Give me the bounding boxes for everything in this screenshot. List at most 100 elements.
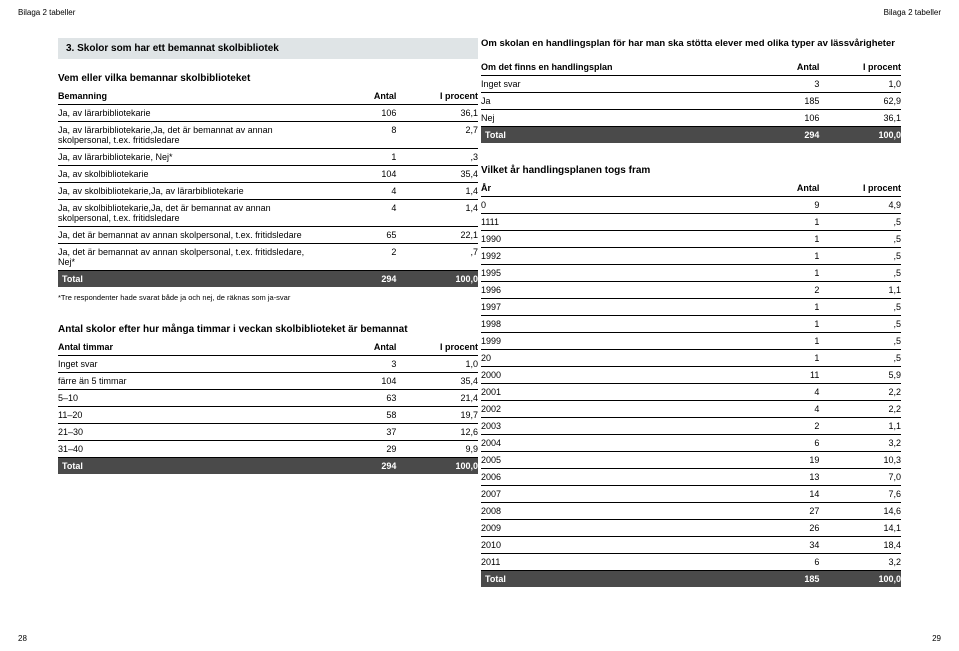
- table-row: 19951,5: [481, 265, 901, 282]
- th-procent: I procent: [402, 339, 478, 356]
- cell-label: färre än 5 timmar: [58, 373, 327, 390]
- table-row: Ja, av skolbibliotekarie,Ja, av lärarbib…: [58, 183, 478, 200]
- cell-label: 2001: [481, 384, 750, 401]
- table-row: 2006137,0: [481, 469, 901, 486]
- table-row: Ja, det är bemannat av annan skolpersona…: [58, 244, 478, 271]
- cell-antal: 11: [750, 367, 826, 384]
- table-row: 20092614,1: [481, 520, 901, 537]
- cell-label: 2008: [481, 503, 750, 520]
- cell-label: 2007: [481, 486, 750, 503]
- cell-label: 1111: [481, 214, 750, 231]
- cell-total-label: Total: [481, 571, 750, 588]
- cell-procent: 1,4: [402, 183, 478, 200]
- cell-antal: 2: [750, 418, 826, 435]
- cell-label: 2004: [481, 435, 750, 452]
- th-antal: Antal: [327, 339, 403, 356]
- cell-label: 2005: [481, 452, 750, 469]
- cell-label: 5–10: [58, 390, 327, 407]
- cell-antal: 104: [327, 166, 403, 183]
- cell-procent: 18,4: [825, 537, 901, 554]
- cell-total-label: Total: [58, 271, 327, 288]
- table-row: 199621,1: [481, 282, 901, 299]
- cell-procent: 2,7: [402, 122, 478, 149]
- cell-procent: ,5: [825, 316, 901, 333]
- cell-procent: 1,1: [825, 418, 901, 435]
- table-row: Ja18562,9: [481, 93, 901, 110]
- cell-procent: 19,7: [402, 407, 478, 424]
- cell-antal: 1: [750, 214, 826, 231]
- cell-total-procent: 100,0: [402, 458, 478, 475]
- cell-label: 1995: [481, 265, 750, 282]
- table-row: Ja, av lärarbibliotekarie10636,1: [58, 105, 478, 122]
- cell-total-procent: 100,0: [825, 127, 901, 144]
- cell-label: Ja, av lärarbibliotekarie: [58, 105, 327, 122]
- cell-label: 1997: [481, 299, 750, 316]
- cell-label: 1998: [481, 316, 750, 333]
- table-row: 19971,5: [481, 299, 901, 316]
- cell-label: Nej: [481, 110, 750, 127]
- cell-procent: 7,0: [825, 469, 901, 486]
- th-procent: I procent: [825, 59, 901, 76]
- cell-procent: ,5: [825, 350, 901, 367]
- cell-procent: 14,6: [825, 503, 901, 520]
- table-row: Inget svar31,0: [481, 76, 901, 93]
- cell-antal: 185: [750, 93, 826, 110]
- table-row: 19921,5: [481, 248, 901, 265]
- cell-antal: 19: [750, 452, 826, 469]
- cell-antal: 1: [750, 231, 826, 248]
- table-row: 200242,2: [481, 401, 901, 418]
- cell-procent: 14,1: [825, 520, 901, 537]
- cell-antal: 34: [750, 537, 826, 554]
- cell-procent: 9,9: [402, 441, 478, 458]
- subhead-timmar: Antal skolor efter hur många timmar i ve…: [58, 324, 478, 335]
- cell-antal: 1: [327, 149, 403, 166]
- table-row: Ja, av lärarbibliotekarie, Nej*1,3: [58, 149, 478, 166]
- th-antal: Antal: [750, 180, 826, 197]
- cell-procent: 12,6: [402, 424, 478, 441]
- cell-total-antal: 294: [327, 271, 403, 288]
- cell-label: 31–40: [58, 441, 327, 458]
- cell-procent: 2,2: [825, 401, 901, 418]
- cell-antal: 106: [750, 110, 826, 127]
- right-page: Om skolan en handlingsplan för har man s…: [481, 38, 901, 587]
- cell-procent: ,5: [825, 231, 901, 248]
- table-row: 5–106321,4: [58, 390, 478, 407]
- table-row: 20051910,3: [481, 452, 901, 469]
- table-bemanning: Bemanning Antal I procent Ja, av lärarbi…: [58, 88, 478, 287]
- table-row: 2000115,9: [481, 367, 901, 384]
- cell-total-label: Total: [58, 458, 327, 475]
- cell-label: 11–20: [58, 407, 327, 424]
- th-label: Antal timmar: [58, 339, 327, 356]
- cell-procent: 2,2: [825, 384, 901, 401]
- cell-antal: 27: [750, 503, 826, 520]
- cell-procent: 35,4: [402, 373, 478, 390]
- cell-procent: ,5: [825, 299, 901, 316]
- cell-antal: 4: [327, 200, 403, 227]
- page-number-left: 28: [18, 634, 27, 643]
- total-row: Total294100,0: [58, 458, 478, 475]
- cell-antal: 26: [750, 520, 826, 537]
- cell-label: 1990: [481, 231, 750, 248]
- page-number-right: 29: [932, 634, 941, 643]
- table-row: 20082714,6: [481, 503, 901, 520]
- cell-label: 2009: [481, 520, 750, 537]
- cell-total-antal: 185: [750, 571, 826, 588]
- cell-procent: 36,1: [402, 105, 478, 122]
- cell-label: Ja, av lärarbibliotekarie,Ja, det är bem…: [58, 122, 327, 149]
- th-antal: Antal: [327, 88, 403, 105]
- total-row: Total294100,0: [481, 127, 901, 144]
- cell-procent: 3,2: [825, 554, 901, 571]
- table-row: 31–40299,9: [58, 441, 478, 458]
- cell-label: Ja, av skolbibliotekarie,Ja, av lärarbib…: [58, 183, 327, 200]
- cell-label: Ja, av skolbibliotekarie: [58, 166, 327, 183]
- th-label: År: [481, 180, 750, 197]
- cell-antal: 58: [327, 407, 403, 424]
- section-title: 3. Skolor som har ett bemannat skolbibli…: [58, 38, 478, 59]
- cell-label: 1992: [481, 248, 750, 265]
- table-row: Ja, av lärarbibliotekarie,Ja, det är bem…: [58, 122, 478, 149]
- cell-antal: 9: [750, 197, 826, 214]
- cell-antal: 104: [327, 373, 403, 390]
- table-year: År Antal I procent 094,911111,519901,519…: [481, 180, 901, 587]
- table-row: 2007147,6: [481, 486, 901, 503]
- table-row: 11111,5: [481, 214, 901, 231]
